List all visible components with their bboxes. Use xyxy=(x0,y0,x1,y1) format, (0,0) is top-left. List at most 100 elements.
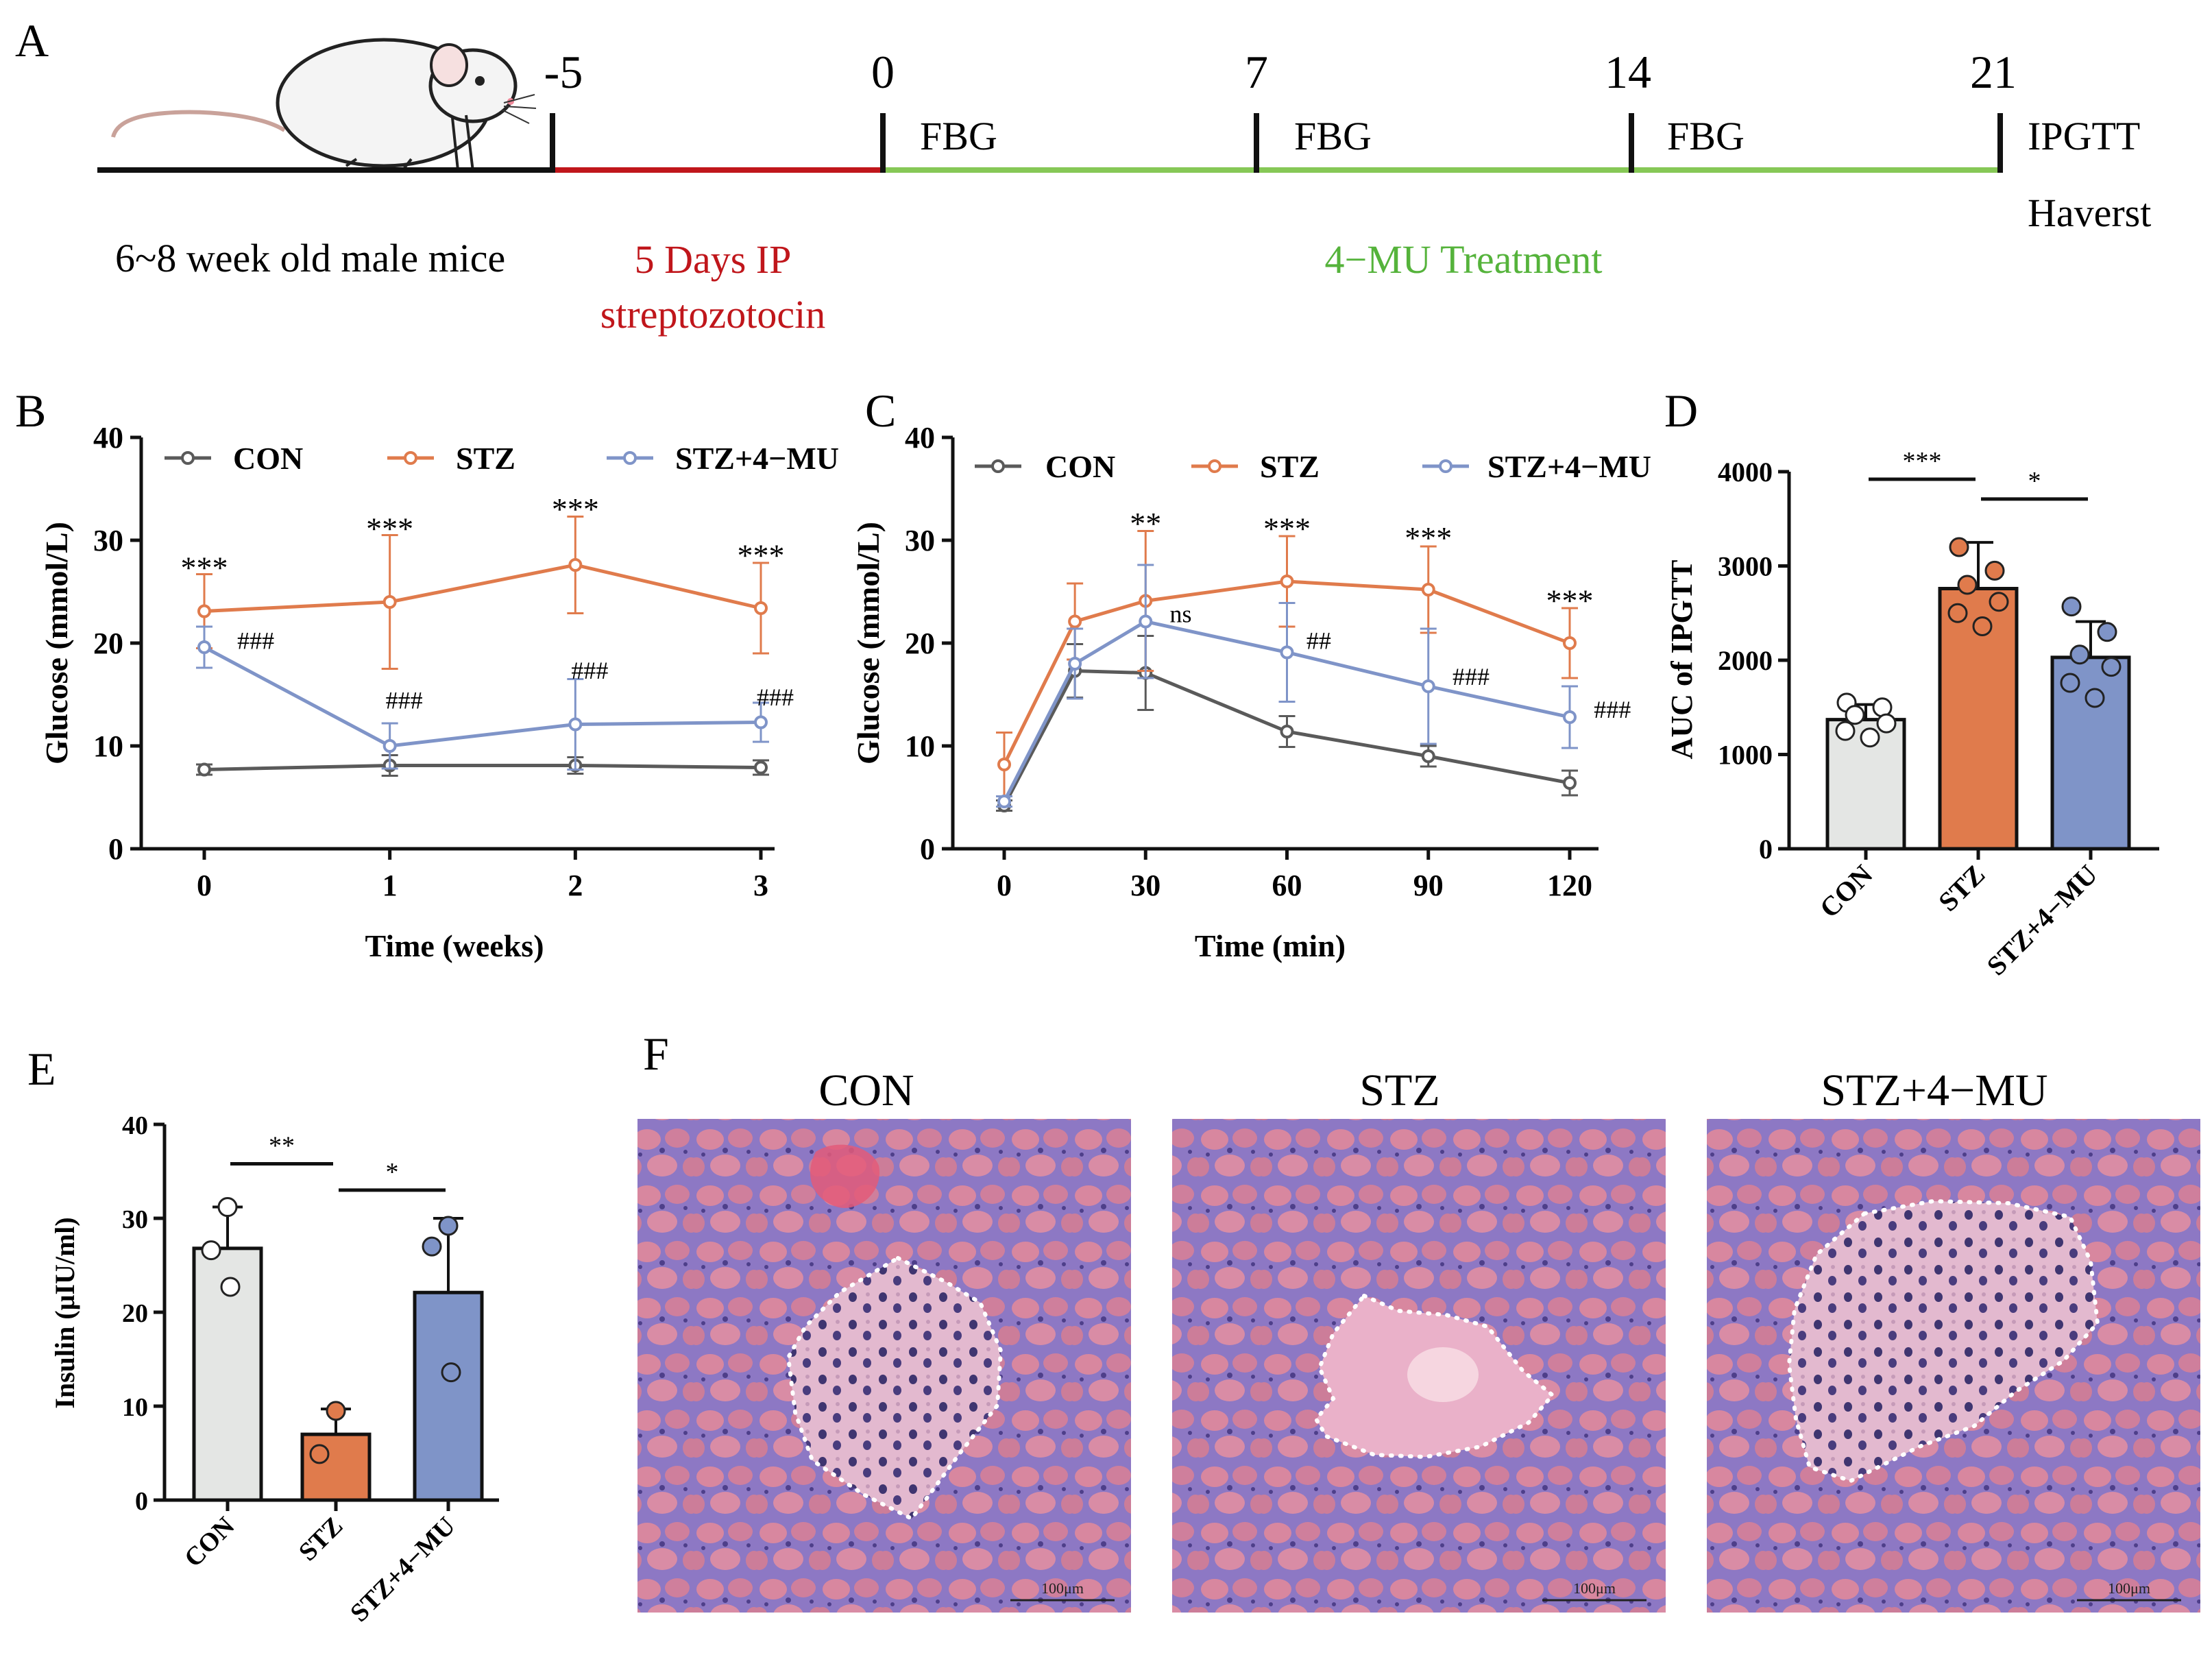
y-tick-label: 40 xyxy=(122,1111,148,1140)
data-point xyxy=(1860,727,1880,748)
significance-label: ### xyxy=(237,627,274,655)
data-point-mu xyxy=(1563,710,1577,724)
data-point-stz xyxy=(754,601,768,615)
x-tick-label: STZ+4−MU xyxy=(345,1512,461,1628)
x-tick-label: CON xyxy=(1814,858,1879,923)
y-tick-label: 30 xyxy=(905,524,935,557)
y-tick-label: 20 xyxy=(122,1299,148,1328)
data-point xyxy=(326,1401,346,1421)
data-point xyxy=(2085,688,2105,708)
data-point-stz xyxy=(1563,636,1577,650)
data-point-stz xyxy=(382,595,397,609)
significance-label: *** xyxy=(1263,511,1311,546)
data-point xyxy=(2061,596,2082,617)
y-tick-label: 1000 xyxy=(1718,740,1773,771)
y-tick-label: 40 xyxy=(905,421,935,455)
legend-stz-marker xyxy=(404,451,417,465)
data-point xyxy=(1972,616,1993,636)
histology-image-stz-4mu: 100μm xyxy=(1707,1119,2200,1613)
y-tick-label: 30 xyxy=(93,524,123,557)
y-axis-label: Insulin (μIU/ml) xyxy=(49,1217,80,1408)
data-point xyxy=(217,1197,238,1218)
y-tick-label: 0 xyxy=(108,832,123,866)
panel-f-letter: F xyxy=(643,1028,669,1080)
data-point-mu xyxy=(1068,657,1082,671)
significance-label: *** xyxy=(366,511,413,546)
data-point xyxy=(2101,657,2122,677)
histology-title-con: CON xyxy=(818,1065,914,1115)
significance-label: ### xyxy=(386,687,423,714)
mouse-icon xyxy=(111,38,537,172)
y-tick-label: 0 xyxy=(135,1487,148,1516)
y-axis-label: Glucose (mmol/L) xyxy=(39,522,74,764)
ipgtt-label: IPGTT xyxy=(2028,114,2140,158)
data-point-con xyxy=(754,760,768,775)
y-axis-label: Glucose (mmol/L) xyxy=(851,522,886,764)
x-axis-label: Time (weeks) xyxy=(365,928,544,963)
panel-b-fasting-glucose-chart: B 0 10 20 30 40 0 1 2 3 Glucose (mmol/L) Time (w… xyxy=(15,385,839,963)
y-tick-label: 30 xyxy=(122,1205,148,1234)
fbg-label: FBG xyxy=(920,114,997,158)
series-line-stz xyxy=(1002,579,1570,766)
data-point-con xyxy=(1421,749,1435,763)
histology-image-con: 100μm xyxy=(637,1119,1131,1613)
x-tick-label: STZ+4−MU xyxy=(1981,859,2104,982)
legend-stz-label: STZ xyxy=(1260,449,1320,484)
significance-label: ### xyxy=(571,657,608,684)
stz-label-line1: 5 Days IP xyxy=(635,237,792,282)
y-tick-label: 10 xyxy=(122,1393,148,1422)
data-point-con xyxy=(1280,725,1294,738)
significance-label: ns xyxy=(1170,601,1192,628)
data-point xyxy=(1949,537,1969,557)
y-tick-label: 20 xyxy=(93,627,123,660)
legend-con-label: CON xyxy=(1045,449,1115,484)
significance-label: ** xyxy=(1130,506,1161,541)
x-tick-label: 1 xyxy=(382,869,398,902)
panel-d-letter: D xyxy=(1664,385,1698,437)
legend-mu-label: STZ+4−MU xyxy=(1487,449,1651,484)
data-point xyxy=(1989,592,2009,612)
day-label: 0 xyxy=(871,46,895,98)
y-tick-label: 0 xyxy=(920,832,935,866)
scale-bar-label: 100μm xyxy=(1573,1580,1616,1597)
data-point xyxy=(309,1444,330,1464)
islet-outline xyxy=(786,1255,1004,1521)
data-point xyxy=(220,1277,241,1297)
significance-label: ## xyxy=(1306,627,1331,655)
stz-label-line2: streptozotocin xyxy=(600,292,826,337)
histology-title-stz-4mu: STZ+4−MU xyxy=(1821,1065,2047,1115)
data-point-stz xyxy=(1068,614,1082,629)
significance-label: *** xyxy=(181,551,228,585)
day-label: -5 xyxy=(544,46,583,98)
legend-con-label: CON xyxy=(233,441,303,476)
y-tick-label: 4000 xyxy=(1718,457,1773,487)
fbg-label: FBG xyxy=(1294,114,1372,158)
significance-label: *** xyxy=(1405,520,1452,555)
data-point xyxy=(1947,603,1968,623)
legend-con-marker xyxy=(991,459,1005,473)
legend: CON STZ STZ+4−MU xyxy=(165,441,839,476)
y-axis-label: AUC of IPGTT xyxy=(1665,560,1699,760)
data-point-con xyxy=(197,762,211,777)
x-tick-label: 2 xyxy=(568,869,583,902)
significance-label: *** xyxy=(552,492,599,527)
x-tick-label: CON xyxy=(179,1512,240,1573)
data-point xyxy=(2097,622,2117,642)
data-point-stz xyxy=(568,558,583,572)
data-point-mu xyxy=(1421,679,1435,693)
x-tick-label: STZ xyxy=(1932,859,1991,917)
panel-f-histology: F CON STZ STZ+4−MU 100μm 100μm 100μm xyxy=(637,1028,2200,1613)
data-point-stz xyxy=(197,604,211,618)
x-tick-label: 0 xyxy=(197,869,212,902)
panel-a-letter: A xyxy=(15,14,49,67)
data-point-con xyxy=(1563,776,1577,790)
haverst-label: Haverst xyxy=(2028,191,2151,235)
histology-title-stz: STZ xyxy=(1359,1065,1439,1115)
x-tick-label: 60 xyxy=(1272,869,1302,902)
data-point-mu xyxy=(568,717,583,732)
data-point xyxy=(1876,713,1897,734)
data-point-mu xyxy=(754,715,768,729)
significance-label: ### xyxy=(1594,696,1631,723)
